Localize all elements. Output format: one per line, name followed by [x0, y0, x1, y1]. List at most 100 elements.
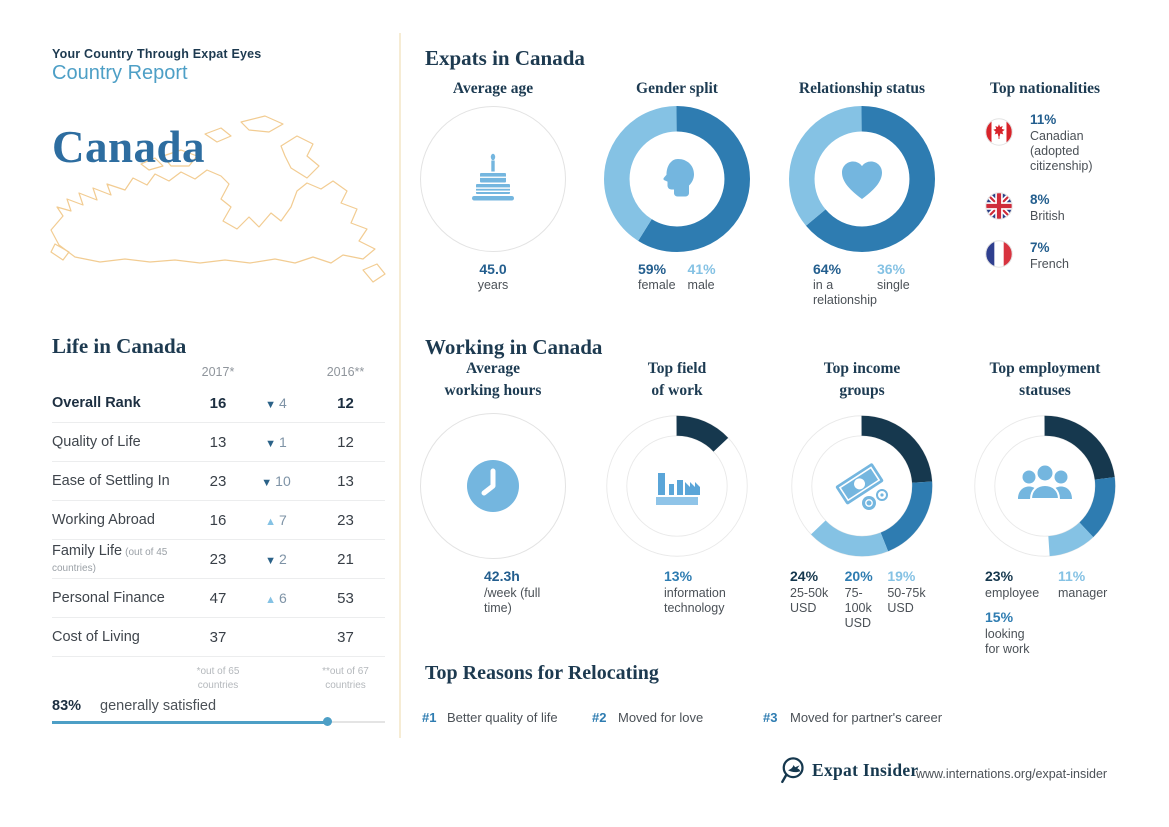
rank-change-arrow-icon: ▼: [265, 399, 277, 411]
nationality-text: 7% French: [1030, 240, 1069, 272]
expats-section-title: Expats in Canada: [425, 46, 585, 70]
income-range-line: USD: [887, 601, 914, 616]
table-row: Ease of Settling In 23 ▼ 10 13: [52, 462, 385, 501]
top-employment-widget: Top employment statuses 23%: [970, 358, 1120, 657]
table-footnotes: *out of 65 countries **out of 67 countri…: [52, 657, 385, 692]
average-age-widget: Average age 45.0 year: [418, 78, 568, 293]
nationality-item: 11% Canadian (adopted citizenship): [985, 112, 1093, 175]
progress-dot: [323, 717, 332, 726]
report-type: Country Report: [52, 62, 188, 84]
segment-label-group: 41% male: [688, 261, 716, 294]
table-row: Working Abroad 16 ▲ 7 23: [52, 501, 385, 540]
rank-2017: 16: [209, 394, 227, 412]
canada-map-outline: [50, 115, 386, 283]
top-employment-donut: [972, 413, 1118, 559]
top-income-widget: Top income groups 24%: [787, 358, 937, 632]
working-hours-circle: [420, 413, 566, 560]
rank-2016: 53: [337, 589, 354, 607]
average-age-circle: [420, 105, 566, 252]
employment-label: for work: [985, 641, 1030, 656]
female-label: female: [638, 278, 676, 293]
reason-rank: #3: [763, 710, 778, 725]
reasons-section-title: Top Reasons for Relocating: [425, 662, 659, 684]
rank-2016: 12: [337, 433, 354, 451]
income-percent: 19%: [887, 568, 916, 585]
top-field-label-line2: technology: [664, 601, 725, 616]
segment-label-group: 64% in a relationship: [813, 261, 877, 309]
employment-label: employee: [985, 585, 1040, 600]
clock-icon: [421, 414, 565, 558]
table-row: Cost of Living 37 37: [52, 618, 385, 657]
rank-2016: 37: [337, 628, 354, 646]
chart-title: Gender split: [636, 80, 718, 97]
nationality-name: French: [1030, 257, 1069, 272]
gender-split-widget: Gender split 59% female 41% male: [602, 78, 752, 293]
top-income-donut: [789, 413, 935, 559]
employment-label: manager: [1058, 585, 1108, 600]
birthday-cake-icon: [421, 107, 565, 251]
income-range-line: 75-: [844, 585, 863, 600]
column-header-2017: 2017*: [201, 365, 235, 379]
table-header-row: 2017* 2016**: [52, 360, 385, 384]
row-label: Cost of Living: [52, 629, 140, 645]
reason-rank: #1: [422, 710, 437, 725]
rank-2017: 47: [209, 589, 227, 607]
segment-label-group: 36% single: [877, 261, 910, 309]
employment-percent: 23%: [985, 568, 1014, 585]
nationality-name: Canadian: [1030, 128, 1084, 143]
life-section-title: Life in Canada: [52, 334, 187, 358]
rank-2016: 13: [337, 472, 354, 490]
reason-label: Moved for partner's career: [790, 710, 943, 725]
brand-url: www.internations.org/expat-insider: [916, 767, 1108, 781]
average-age-unit: years: [477, 278, 509, 293]
nationality-text: 8% British: [1030, 192, 1065, 224]
money-icon: [789, 413, 935, 559]
reason-rank: #2: [592, 710, 607, 725]
chart-title-line1: Average: [466, 360, 520, 377]
nationality-text: 11% Canadian (adopted citizenship): [1030, 112, 1093, 175]
working-hours-unit: /week (full time): [484, 585, 541, 616]
rank-2016: 12: [337, 394, 354, 412]
rank-2017: 23: [209, 550, 227, 568]
income-range-line: USD: [844, 616, 872, 631]
progress-fill: [52, 720, 328, 724]
row-label: Family Life: [52, 543, 123, 559]
chart-title-line1: Top field: [647, 360, 707, 377]
top-field-label-line1: information: [664, 585, 726, 600]
nationality-percent: 11%: [1030, 112, 1057, 127]
row-label: Personal Finance: [52, 590, 165, 606]
gender-split-donut: [604, 105, 750, 252]
heart-icon: [789, 106, 935, 252]
employment-percent: 15%: [985, 609, 1014, 626]
nationality-note-line1: (adopted: [1030, 144, 1080, 159]
nationality-note-line2: citizenship): [1030, 159, 1093, 174]
nationality-name: British: [1030, 209, 1065, 224]
row-label: Ease of Settling In: [52, 473, 170, 489]
income-percent: 24%: [790, 568, 819, 585]
nationality-item: 7% French: [985, 240, 1069, 273]
working-hours-widget: Average working hours 42.3h /week (full …: [418, 358, 568, 616]
brand-name: Expat Insider: [812, 760, 919, 780]
table-row: Family Life (out of 45 countries) 23 ▼ 2 2…: [52, 540, 385, 579]
segment-label-group: 24% 25-50k USD: [790, 568, 842, 631]
female-percent: 59%: [638, 260, 667, 277]
chart-title-line2: statuses: [1019, 381, 1071, 399]
rank-2017: 16: [209, 511, 227, 529]
segment-label-group: 23% employee 15% looking for work: [985, 568, 1051, 657]
employment-percent: 11%: [1058, 568, 1086, 585]
male-percent: 41%: [687, 260, 716, 277]
rank-change-arrow-icon: ▼: [261, 477, 273, 489]
row-note: (out of 45 countries): [52, 547, 168, 574]
rank-change-arrow-icon: ▼: [265, 555, 277, 567]
nationality-percent: 8%: [1030, 192, 1050, 208]
relationship-status-widget: Relationship status 64% in a relationshi…: [787, 78, 937, 309]
footnote-2016: **out of 67 countries: [322, 666, 369, 691]
segment-label-group: 19% 50-75k USD: [887, 568, 937, 631]
chart-title-line2: of work: [651, 381, 703, 399]
chart-title: Average age: [452, 80, 534, 97]
footnote-2017: *out of 65 countries: [196, 666, 240, 691]
relationship-label-line1: in a: [813, 278, 834, 293]
table-row: Quality of Life 13 ▼ 1 12: [52, 423, 385, 462]
average-age-value: 45.0: [479, 260, 507, 277]
rank-change-value: 1: [279, 434, 287, 450]
